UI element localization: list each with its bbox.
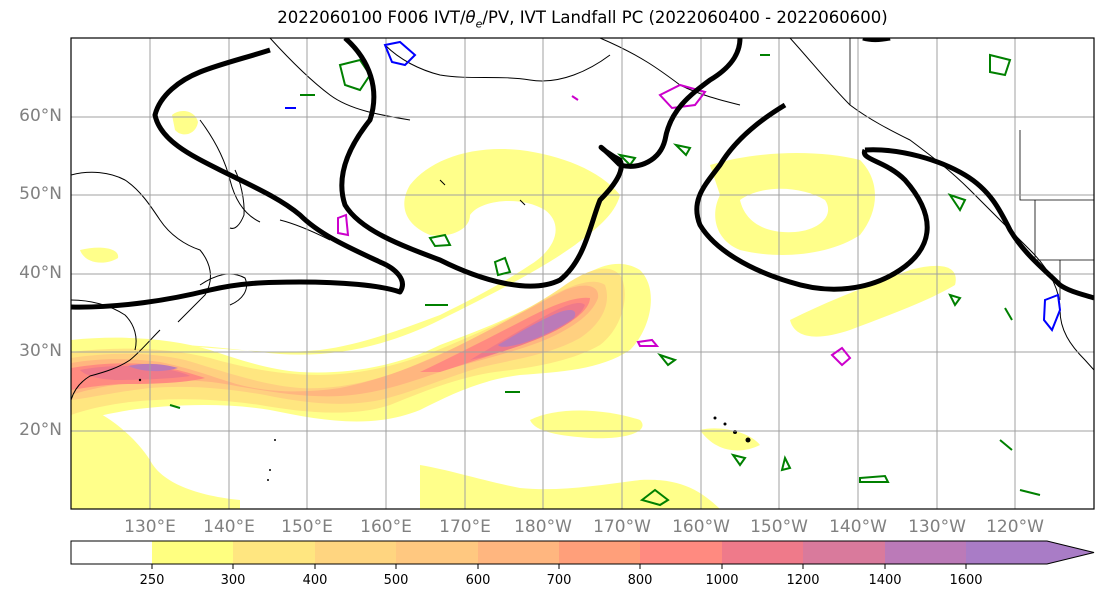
colorbar-tick-250: 250 bbox=[139, 573, 165, 588]
lon-label-180w: 180°W bbox=[514, 517, 572, 537]
colorbar-tick-400: 400 bbox=[302, 573, 328, 588]
lat-label-50n: 50°N bbox=[19, 184, 62, 204]
colorbar-tick-300: 300 bbox=[220, 573, 246, 588]
colorbar-tick-700: 700 bbox=[546, 573, 572, 588]
lon-label-130e: 130°E bbox=[124, 517, 176, 537]
lon-label-170e: 170°E bbox=[439, 517, 491, 537]
colorbar-tick-600: 600 bbox=[465, 573, 491, 588]
colorbar-tick-1000: 1000 bbox=[705, 573, 739, 588]
lat-label-30n: 30°N bbox=[19, 341, 62, 361]
pv-contours-blue bbox=[285, 40, 1062, 332]
colorbar-tick-1400: 1400 bbox=[868, 573, 902, 588]
lat-label-60n: 60°N bbox=[19, 106, 62, 126]
colorbar-tick-1600: 1600 bbox=[949, 573, 983, 588]
lon-label-120w: 120°W bbox=[986, 517, 1044, 537]
lon-label-150w: 150°W bbox=[750, 517, 808, 537]
gridlines bbox=[71, 38, 1094, 509]
ivt-band-250 bbox=[71, 149, 620, 355]
lon-label-130w: 130°W bbox=[908, 517, 966, 537]
lon-label-140e: 140°E bbox=[203, 517, 255, 537]
lon-label-170w: 170°W bbox=[593, 517, 651, 537]
lat-label-40n: 40°N bbox=[19, 263, 62, 283]
lat-label-20n: 20°N bbox=[19, 420, 62, 440]
theta-e-contours bbox=[169, 53, 1041, 507]
colorbar-tick-500: 500 bbox=[383, 573, 409, 588]
lon-label-140w: 140°W bbox=[829, 517, 887, 537]
map-frame bbox=[70, 37, 1095, 510]
lon-label-160w: 160°W bbox=[672, 517, 730, 537]
colorbar-tick-800: 800 bbox=[627, 573, 653, 588]
lon-label-160e: 160°E bbox=[360, 517, 412, 537]
islands bbox=[138, 378, 751, 481]
pv-contours-magenta bbox=[337, 83, 852, 367]
chart-title: 2022060100 F006 IVT/θe/PV, IVT Landfall … bbox=[277, 8, 888, 31]
lon-label-150e: 150°E bbox=[281, 517, 333, 537]
colorbar-tick-1200: 1200 bbox=[786, 573, 820, 588]
ivt-shading bbox=[71, 110, 956, 509]
colorbar bbox=[70, 540, 1095, 569]
